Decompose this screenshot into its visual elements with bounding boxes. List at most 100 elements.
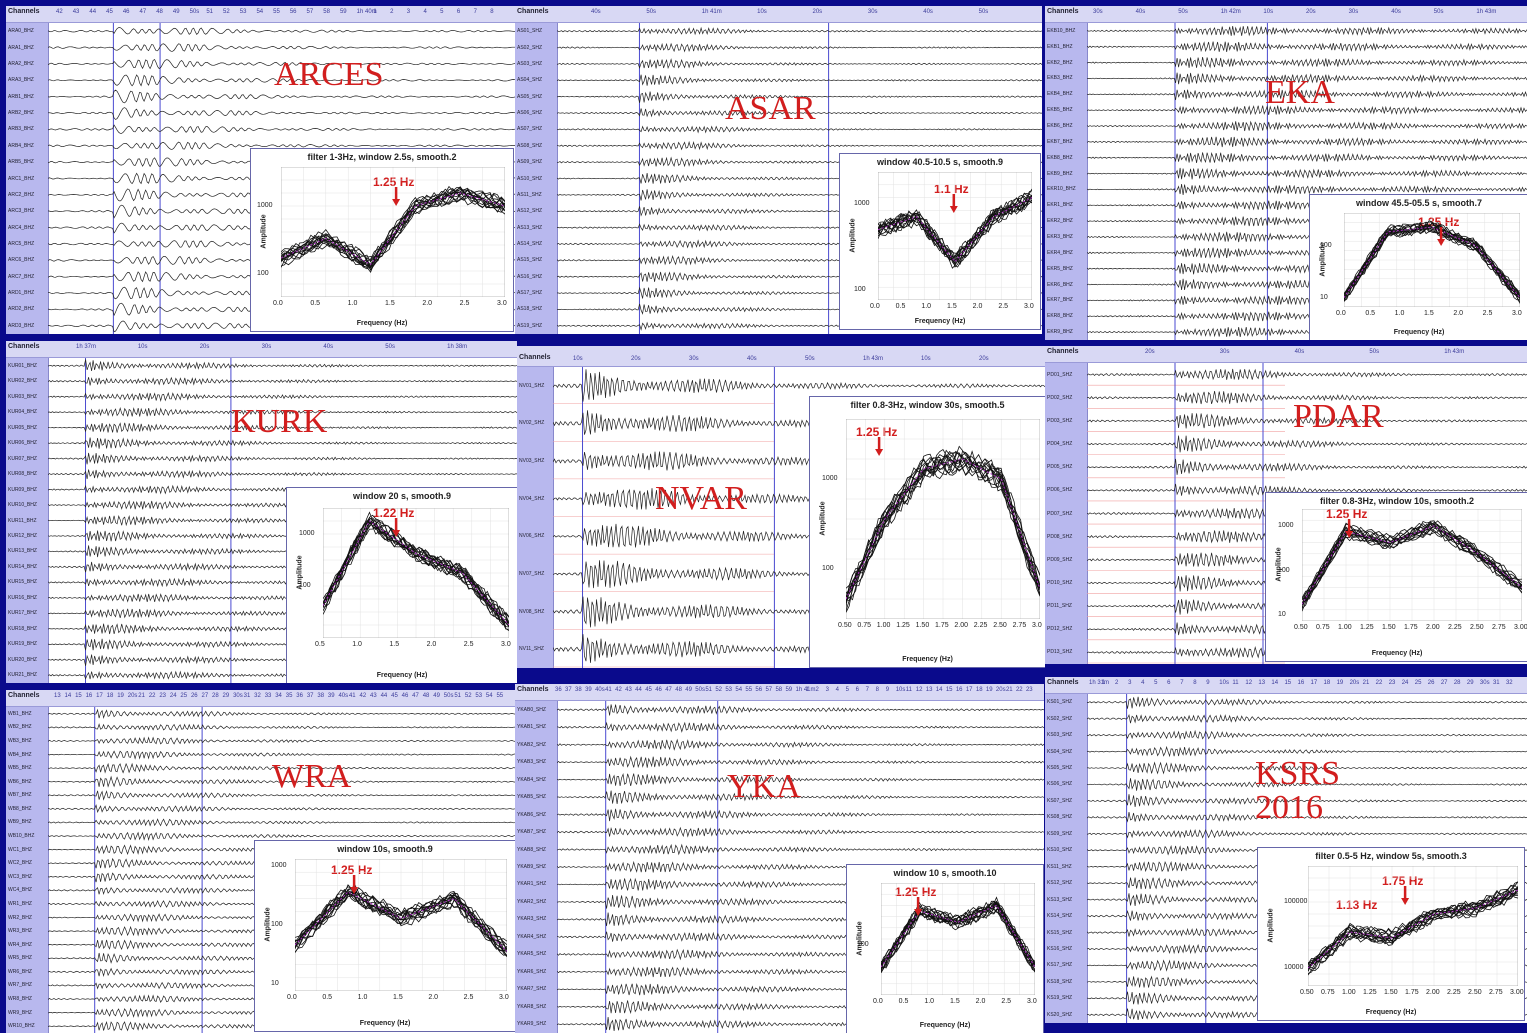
channel-label[interactable]: WB7_BHZ: [8, 792, 32, 799]
channel-label[interactable]: ARD2_BHZ: [8, 306, 35, 313]
channel-label[interactable]: EKB1_BHZ: [1047, 43, 1073, 50]
channel-label[interactable]: YKAR5_SHZ: [517, 951, 547, 958]
channel-label[interactable]: KUR01_BHZ: [8, 362, 37, 369]
channel-label[interactable]: YKAB0_SHZ: [517, 706, 546, 713]
channel-label[interactable]: WC4_BHZ: [8, 887, 32, 894]
channel-label[interactable]: AS02_SHZ: [517, 44, 543, 51]
channel-label[interactable]: KS10_SHZ: [1047, 847, 1073, 854]
channel-label[interactable]: AS15_SHZ: [517, 257, 543, 264]
channel-label[interactable]: AS01_SHZ: [517, 28, 543, 35]
channel-label[interactable]: YKAR8_SHZ: [517, 1003, 547, 1010]
channel-label[interactable]: KUR07_BHZ: [8, 455, 37, 462]
channel-label[interactable]: WC2_BHZ: [8, 860, 32, 867]
channel-label[interactable]: KS19_SHZ: [1047, 995, 1073, 1002]
channel-label[interactable]: ARC6_BHZ: [8, 257, 35, 264]
channel-label[interactable]: ARD1_BHZ: [8, 290, 35, 297]
channel-label[interactable]: YKAB6_SHZ: [517, 811, 546, 818]
channel-label[interactable]: AS13_SHZ: [517, 224, 543, 231]
channel-label[interactable]: AS04_SHZ: [517, 77, 543, 84]
channel-label[interactable]: ARC2_BHZ: [8, 191, 35, 198]
channel-label[interactable]: KS02_SHZ: [1047, 715, 1073, 722]
channel-label[interactable]: EKR2_BHZ: [1047, 218, 1073, 225]
channel-label[interactable]: YKAR3_SHZ: [517, 916, 547, 923]
channel-label[interactable]: ARC7_BHZ: [8, 273, 35, 280]
channel-label[interactable]: WR7_BHZ: [8, 982, 32, 989]
channel-label[interactable]: KS01_SHZ: [1047, 699, 1073, 706]
channel-label[interactable]: ARA2_BHZ: [8, 60, 34, 67]
channel-label[interactable]: PD12_SHZ: [1047, 626, 1073, 633]
channel-label[interactable]: WR2_BHZ: [8, 914, 32, 921]
channel-label[interactable]: ARB4_BHZ: [8, 142, 34, 149]
channel-label[interactable]: YKAB5_SHZ: [517, 794, 546, 801]
channel-label[interactable]: KS09_SHZ: [1047, 830, 1073, 837]
channel-label[interactable]: NV03_SHZ: [519, 458, 545, 465]
channel-label[interactable]: PD09_SHZ: [1047, 556, 1073, 563]
channel-label[interactable]: ARA1_BHZ: [8, 44, 34, 51]
channel-label[interactable]: AS05_SHZ: [517, 93, 543, 100]
channel-label[interactable]: YKAR7_SHZ: [517, 986, 547, 993]
channel-label[interactable]: KUR20_BHZ: [8, 656, 37, 663]
channel-label[interactable]: NV07_SHZ: [519, 570, 545, 577]
channel-label[interactable]: WB3_BHZ: [8, 737, 32, 744]
channel-label[interactable]: YKAR1_SHZ: [517, 881, 547, 888]
channel-label[interactable]: PD11_SHZ: [1047, 603, 1072, 610]
channel-label[interactable]: EKB6_BHZ: [1047, 123, 1073, 130]
channel-label[interactable]: PD06_SHZ: [1047, 487, 1073, 494]
channel-label[interactable]: YKAB9_SHZ: [517, 864, 546, 870]
channel-label[interactable]: NV11_SHZ: [519, 646, 544, 653]
channel-label[interactable]: WB6_BHZ: [8, 778, 32, 785]
channel-label[interactable]: KS07_SHZ: [1047, 797, 1073, 804]
channel-label[interactable]: KS04_SHZ: [1047, 748, 1073, 755]
channel-label[interactable]: KUR06_BHZ: [8, 440, 37, 447]
channel-sidebar[interactable]: WB1_BHZ WB2_BHZ WB3_BHZ WB4_BHZ WB5_BHZ WB6_B…: [6, 707, 49, 1033]
channel-label[interactable]: KUR08_BHZ: [8, 471, 37, 478]
channel-label[interactable]: AS03_SHZ: [517, 60, 543, 67]
channel-label[interactable]: EKR6_BHZ: [1047, 281, 1073, 288]
channel-label[interactable]: AS11_SHZ: [517, 191, 542, 198]
channel-label[interactable]: PD10_SHZ: [1047, 579, 1073, 586]
channel-label[interactable]: KUR05_BHZ: [8, 424, 37, 431]
channel-label[interactable]: KS14_SHZ: [1047, 913, 1073, 920]
channel-label[interactable]: WR8_BHZ: [8, 996, 32, 1003]
channel-label[interactable]: EKB8_BHZ: [1047, 154, 1073, 161]
channel-label[interactable]: KUR13_BHZ: [8, 548, 37, 555]
channel-label[interactable]: ARD3_BHZ: [8, 322, 35, 329]
channel-label[interactable]: AS19_SHZ: [517, 322, 543, 329]
channel-label[interactable]: AS07_SHZ: [517, 126, 543, 133]
channel-label[interactable]: WR5_BHZ: [8, 955, 32, 962]
channel-label[interactable]: KS03_SHZ: [1047, 732, 1073, 739]
channel-sidebar[interactable]: EKB10_BHZ EKB1_BHZ EKB2_BHZ EKB3_BHZ EKB4_BH…: [1045, 23, 1088, 340]
channel-label[interactable]: NV06_SHZ: [519, 533, 545, 540]
channel-label[interactable]: WR6_BHZ: [8, 968, 32, 975]
channel-label[interactable]: AS18_SHZ: [517, 306, 543, 313]
channel-label[interactable]: AS08_SHZ: [517, 142, 543, 149]
channel-label[interactable]: EKR7_BHZ: [1047, 297, 1073, 304]
channel-label[interactable]: WB1_BHZ: [8, 710, 32, 717]
channel-label[interactable]: AS16_SHZ: [517, 273, 543, 280]
channel-label[interactable]: KUR02_BHZ: [8, 378, 37, 385]
channel-label[interactable]: WB9_BHZ: [8, 819, 32, 826]
channel-label[interactable]: WB2_BHZ: [8, 724, 32, 731]
channel-sidebar[interactable]: PD01_SHZ PD02_SHZ PD03_SHZ PD04_SHZ PD05_SHZ…: [1045, 363, 1088, 664]
channel-label[interactable]: EKB4_BHZ: [1047, 91, 1073, 98]
channel-label[interactable]: KS08_SHZ: [1047, 814, 1073, 821]
channel-label[interactable]: AS17_SHZ: [517, 290, 543, 297]
channel-label[interactable]: YKAR6_SHZ: [517, 968, 547, 975]
channel-label[interactable]: KUR21_BHZ: [8, 672, 37, 679]
channel-label[interactable]: KUR09_BHZ: [8, 486, 37, 493]
channel-label[interactable]: KUR03_BHZ: [8, 393, 37, 400]
channel-label[interactable]: EKB9_BHZ: [1047, 170, 1073, 177]
channel-label[interactable]: WR3_BHZ: [8, 928, 32, 935]
channel-label[interactable]: NV08_SHZ: [519, 608, 545, 615]
channel-sidebar[interactable]: AS01_SHZ AS02_SHZ AS03_SHZ AS04_SHZ AS05_SHZ…: [515, 23, 558, 334]
channel-label[interactable]: EKB2_BHZ: [1047, 59, 1073, 66]
channel-label[interactable]: EKR1_BHZ: [1047, 202, 1073, 209]
channel-label[interactable]: KS13_SHZ: [1047, 896, 1073, 903]
channel-label[interactable]: KS20_SHZ: [1047, 1011, 1073, 1018]
channel-label[interactable]: WR4_BHZ: [8, 941, 32, 948]
channel-label[interactable]: AS09_SHZ: [517, 159, 543, 166]
channel-label[interactable]: AS14_SHZ: [517, 240, 543, 247]
channel-label[interactable]: ARC4_BHZ: [8, 224, 35, 231]
channel-label[interactable]: WB10_BHZ: [8, 833, 35, 840]
channel-label[interactable]: WR10_BHZ: [8, 1023, 35, 1030]
